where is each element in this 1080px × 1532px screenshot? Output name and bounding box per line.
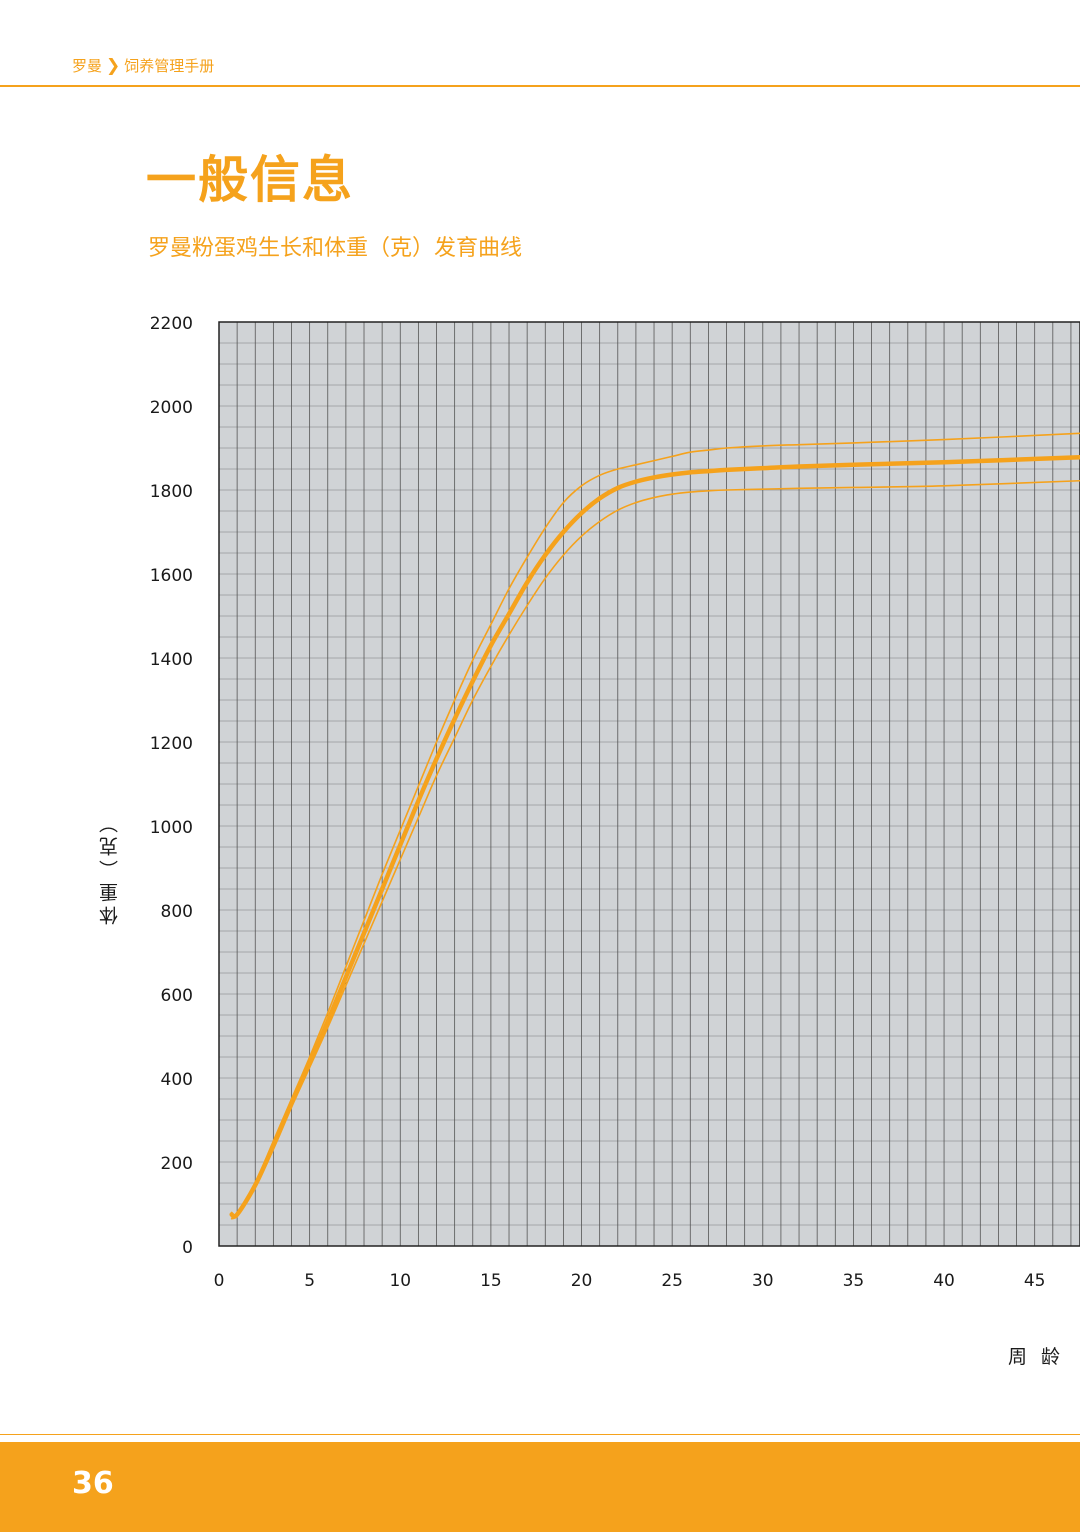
y-tick-label: 600 [161,986,193,1006]
y-tick-label: 200 [161,1154,193,1174]
plot-frame [218,321,1080,1247]
y-tick-label: 2000 [150,398,193,418]
page-title: 一般信息 [146,151,354,209]
series-line-2 [229,454,1080,1219]
x-tick-label: 15 [480,1271,502,1291]
x-tick-label: 10 [389,1271,411,1291]
y-axis-label: 体重（克） [99,810,121,925]
y-tick-label: 1400 [150,650,193,670]
series-line-3 [230,479,1080,1216]
y-tick-label: 1000 [150,818,193,838]
page-number: 36 [72,1466,114,1501]
y-tick-label: 0 [182,1238,193,1258]
x-tick-label: 0 [214,1271,225,1291]
chart-title: 罗曼粉蛋鸡生长和体重（克）发育曲线 [148,236,523,261]
series-line-1 [230,432,1080,1220]
y-tick-label: 1600 [150,566,193,586]
breadcrumb: 罗曼 ❯ 饲养管理手册 [72,55,214,76]
y-tick-label: 400 [161,1070,193,1090]
x-tick-label: 20 [571,1271,593,1291]
y-tick-label: 1800 [150,482,193,502]
footer-bar [0,1442,1080,1532]
footer-divider [0,1434,1080,1435]
x-tick-labels: 0 5 10 15 20 25 30 35 40 45 [214,1271,1046,1291]
series-lines [229,432,1080,1220]
x-tick-label: 40 [933,1271,955,1291]
minor-gridlines [219,322,1080,1246]
breadcrumb-brand: 罗曼 [72,57,103,75]
y-tick-labels: 0 200 400 600 800 1000 1200 1400 1600 1800 2000 220… [150,314,193,1258]
y-tick-label: 1200 [150,734,193,754]
x-tick-label: 35 [843,1271,865,1291]
x-tick-label: 25 [661,1271,683,1291]
x-tick-label: 30 [752,1271,774,1291]
growth-chart: 0200400600800100012001400160018002000220… [150,314,1080,1291]
x-tick-label: 5 [304,1271,315,1291]
breadcrumb-section: 饲养管理手册 [124,57,215,75]
y-tick-label: 2200 [150,314,193,334]
header-divider [0,85,1080,87]
x-axis-label: 周 龄 [1008,1346,1065,1368]
x-tick-label: 45 [1024,1271,1046,1291]
major-gridlines [218,321,1080,1247]
y-tick-label: 800 [161,902,193,922]
chevron-right-icon: ❯ [106,55,121,76]
